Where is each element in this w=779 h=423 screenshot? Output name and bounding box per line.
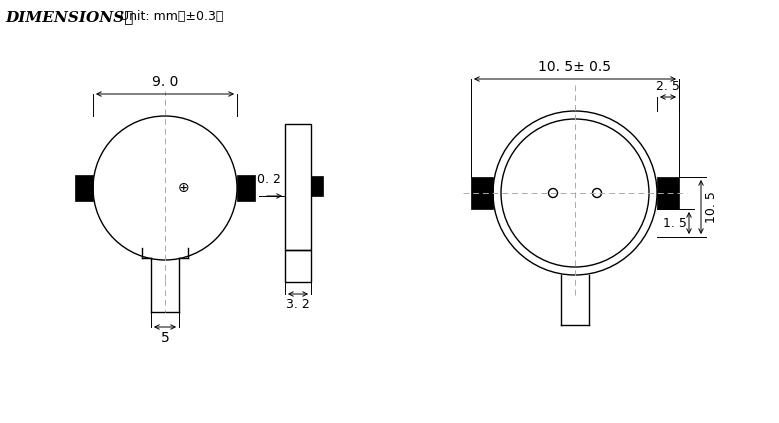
Text: 10. 5± 0.5: 10. 5± 0.5 [538, 60, 612, 74]
Bar [657, 177, 679, 209]
Text: 0. 2: 0. 2 [257, 173, 281, 186]
Bar [285, 124, 311, 250]
Text: 1. 5: 1. 5 [663, 217, 687, 230]
Text: 2. 5: 2. 5 [656, 80, 680, 93]
Text: 10. 5: 10. 5 [705, 191, 718, 223]
Bar [285, 250, 311, 282]
Text: $\oplus$: $\oplus$ [177, 181, 189, 195]
Text: 3. 2: 3. 2 [286, 298, 310, 311]
Bar [237, 175, 255, 201]
Bar [311, 176, 323, 196]
Text: Unit: mm（±0.3）: Unit: mm（±0.3） [120, 10, 224, 23]
Text: DIMENSIONS：: DIMENSIONS： [5, 10, 133, 24]
Text: 9. 0: 9. 0 [152, 75, 178, 89]
Bar [75, 175, 93, 201]
Text: 5: 5 [160, 331, 169, 345]
Bar [471, 177, 493, 209]
